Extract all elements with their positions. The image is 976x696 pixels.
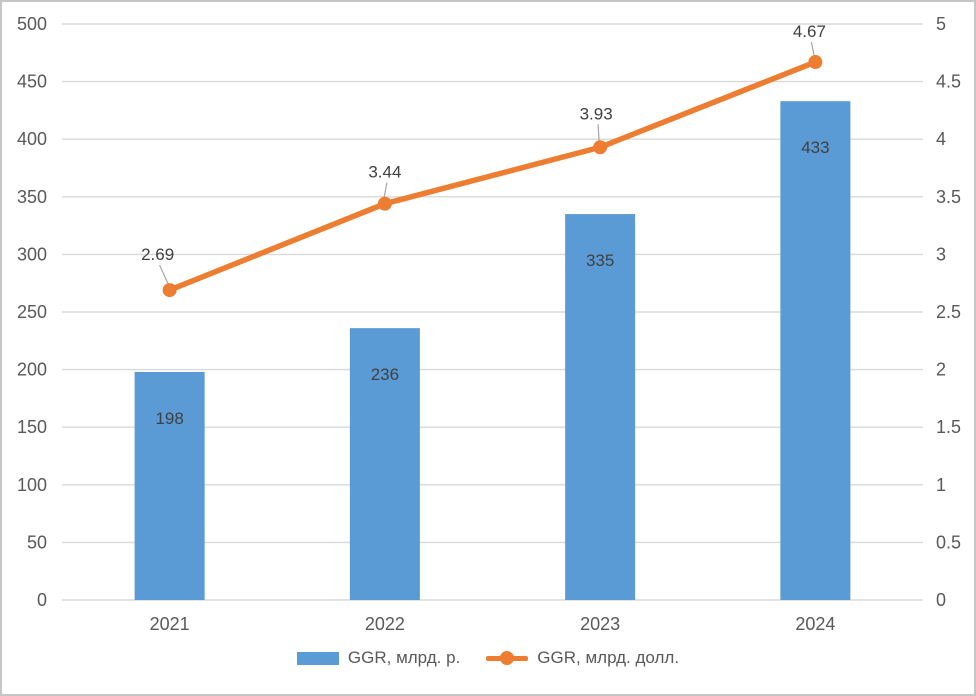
leader-line	[810, 41, 815, 58]
bar-2024	[780, 101, 851, 601]
line-marker	[162, 283, 177, 298]
leader-line	[383, 182, 388, 199]
bar-value-label: 335	[586, 251, 614, 270]
line-marker	[808, 55, 823, 70]
left-axis-tick-label: 350	[17, 187, 47, 207]
left-axis-tick-label: 0	[37, 590, 47, 610]
x-axis-tick-label: 2024	[795, 614, 835, 634]
legend-bar-swatch-icon	[296, 651, 339, 665]
x-axis-tick-label: 2021	[150, 614, 190, 634]
leader-line	[159, 264, 170, 286]
left-axis-tick-label: 300	[17, 244, 47, 264]
line-value-label: 3.93	[580, 104, 613, 123]
line-value-label: 2.69	[141, 245, 174, 264]
left-axis-tick-label: 450	[17, 72, 47, 92]
bar-2023	[565, 214, 636, 600]
left-axis-tick-label: 150	[17, 417, 47, 437]
left-axis-tick-label: 200	[17, 360, 47, 380]
right-axis-tick-label: 2	[936, 360, 946, 380]
line-value-label: 3.44	[368, 163, 401, 182]
right-axis-tick-label: 1.5	[936, 417, 961, 437]
legend-line-swatch-icon	[486, 651, 529, 665]
right-axis-tick-label: 0	[936, 590, 946, 610]
line-marker	[593, 140, 608, 155]
right-axis-tick-label: 2.5	[936, 302, 961, 322]
x-axis-tick-label: 2022	[365, 614, 405, 634]
legend-bar-label: GGR, млрд. р.	[347, 648, 461, 667]
left-axis-tick-label: 100	[17, 475, 47, 495]
bar-value-label: 433	[801, 138, 829, 157]
line-value-label: 4.67	[793, 22, 826, 41]
right-axis-tick-label: 4.5	[936, 72, 961, 92]
right-axis-tick-label: 1	[936, 475, 946, 495]
left-axis-tick-label: 50	[27, 532, 47, 552]
chart-legend: GGR, млрд. р. GGR, млрд. долл.	[2, 648, 974, 668]
line-marker	[377, 196, 392, 211]
right-axis-tick-label: 0.5	[936, 532, 961, 552]
bar-value-label: 198	[155, 409, 183, 428]
right-axis-tick-label: 4	[936, 129, 946, 149]
legend-item-line-series: GGR, млрд. долл.	[486, 648, 679, 668]
legend-line-label: GGR, млрд. долл.	[537, 648, 680, 667]
left-axis-tick-label: 250	[17, 302, 47, 322]
right-axis-tick-label: 5	[936, 14, 946, 34]
bar-2022	[349, 328, 420, 600]
left-axis-tick-label: 400	[17, 129, 47, 149]
left-axis-tick-label: 500	[17, 14, 47, 34]
right-axis-tick-label: 3	[936, 244, 946, 264]
line-series	[166, 59, 819, 293]
bar-2021	[134, 371, 205, 600]
legend-item-bar-series: GGR, млрд. р.	[296, 648, 461, 668]
right-axis-tick-label: 3.5	[936, 187, 961, 207]
bar-value-label: 236	[371, 365, 399, 384]
combo-chart-plot: 0 50 100 150 200 250 300 350 400 450 500 0 0.5 1 1.5 2 2…	[17, 14, 961, 634]
legend-line-marker-icon	[500, 651, 515, 665]
x-axis-tick-label: 2023	[580, 614, 620, 634]
leader-line	[597, 124, 600, 143]
